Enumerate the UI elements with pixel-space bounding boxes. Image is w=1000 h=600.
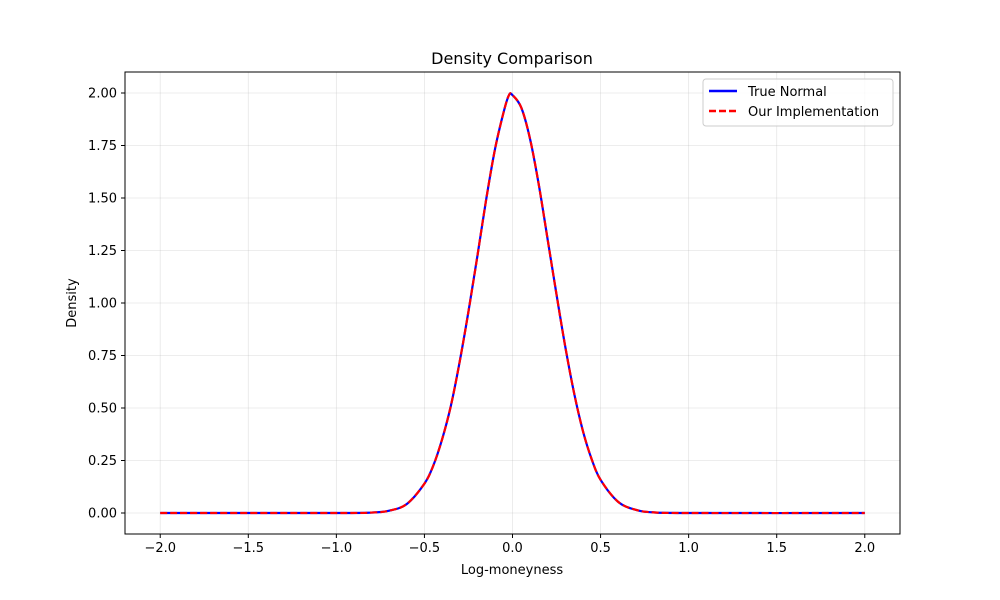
legend-label-true-normal: True Normal — [747, 85, 827, 100]
x-tick-label: 2.0 — [854, 541, 875, 556]
x-tick-label: −1.5 — [233, 541, 265, 556]
series-line-our-implementation — [160, 92, 865, 515]
x-axis-label: Log-moneyness — [461, 563, 563, 578]
y-axis-label: Density — [65, 278, 80, 328]
y-tick-label: 0.00 — [88, 507, 117, 522]
legend: True Normal Our Implementation — [702, 78, 894, 127]
x-tick-label: −1.0 — [321, 541, 353, 556]
y-tick-label: 1.25 — [88, 244, 117, 259]
y-tick-label: 2.00 — [88, 87, 117, 102]
chart-title: Density Comparison — [431, 49, 593, 68]
y-tick-label: 0.25 — [88, 454, 117, 469]
legend-box — [702, 78, 894, 127]
x-tick-label: 0.0 — [502, 541, 523, 556]
x-axis-ticks: −2.0 −1.5 −1.0 −0.5 0.0 0.5 1.0 1.5 2.0 — [144, 534, 875, 556]
y-tick-label: 0.75 — [88, 349, 117, 364]
y-tick-label: 1.75 — [88, 139, 117, 154]
x-tick-label: 1.5 — [766, 541, 787, 556]
y-axis-ticks: 0.00 0.25 0.50 0.75 1.00 1.25 1.50 1.75 2.00 — [88, 87, 125, 522]
y-tick-label: 1.00 — [88, 297, 117, 312]
legend-label-our-implementation: Our Implementation — [748, 105, 879, 120]
y-tick-label: 1.50 — [88, 192, 117, 207]
plot-series — [160, 92, 865, 515]
x-tick-label: −2.0 — [144, 541, 176, 556]
y-tick-label: 0.50 — [88, 402, 117, 417]
x-tick-label: 1.0 — [678, 541, 699, 556]
x-tick-label: 0.5 — [590, 541, 611, 556]
x-tick-label: −0.5 — [409, 541, 441, 556]
